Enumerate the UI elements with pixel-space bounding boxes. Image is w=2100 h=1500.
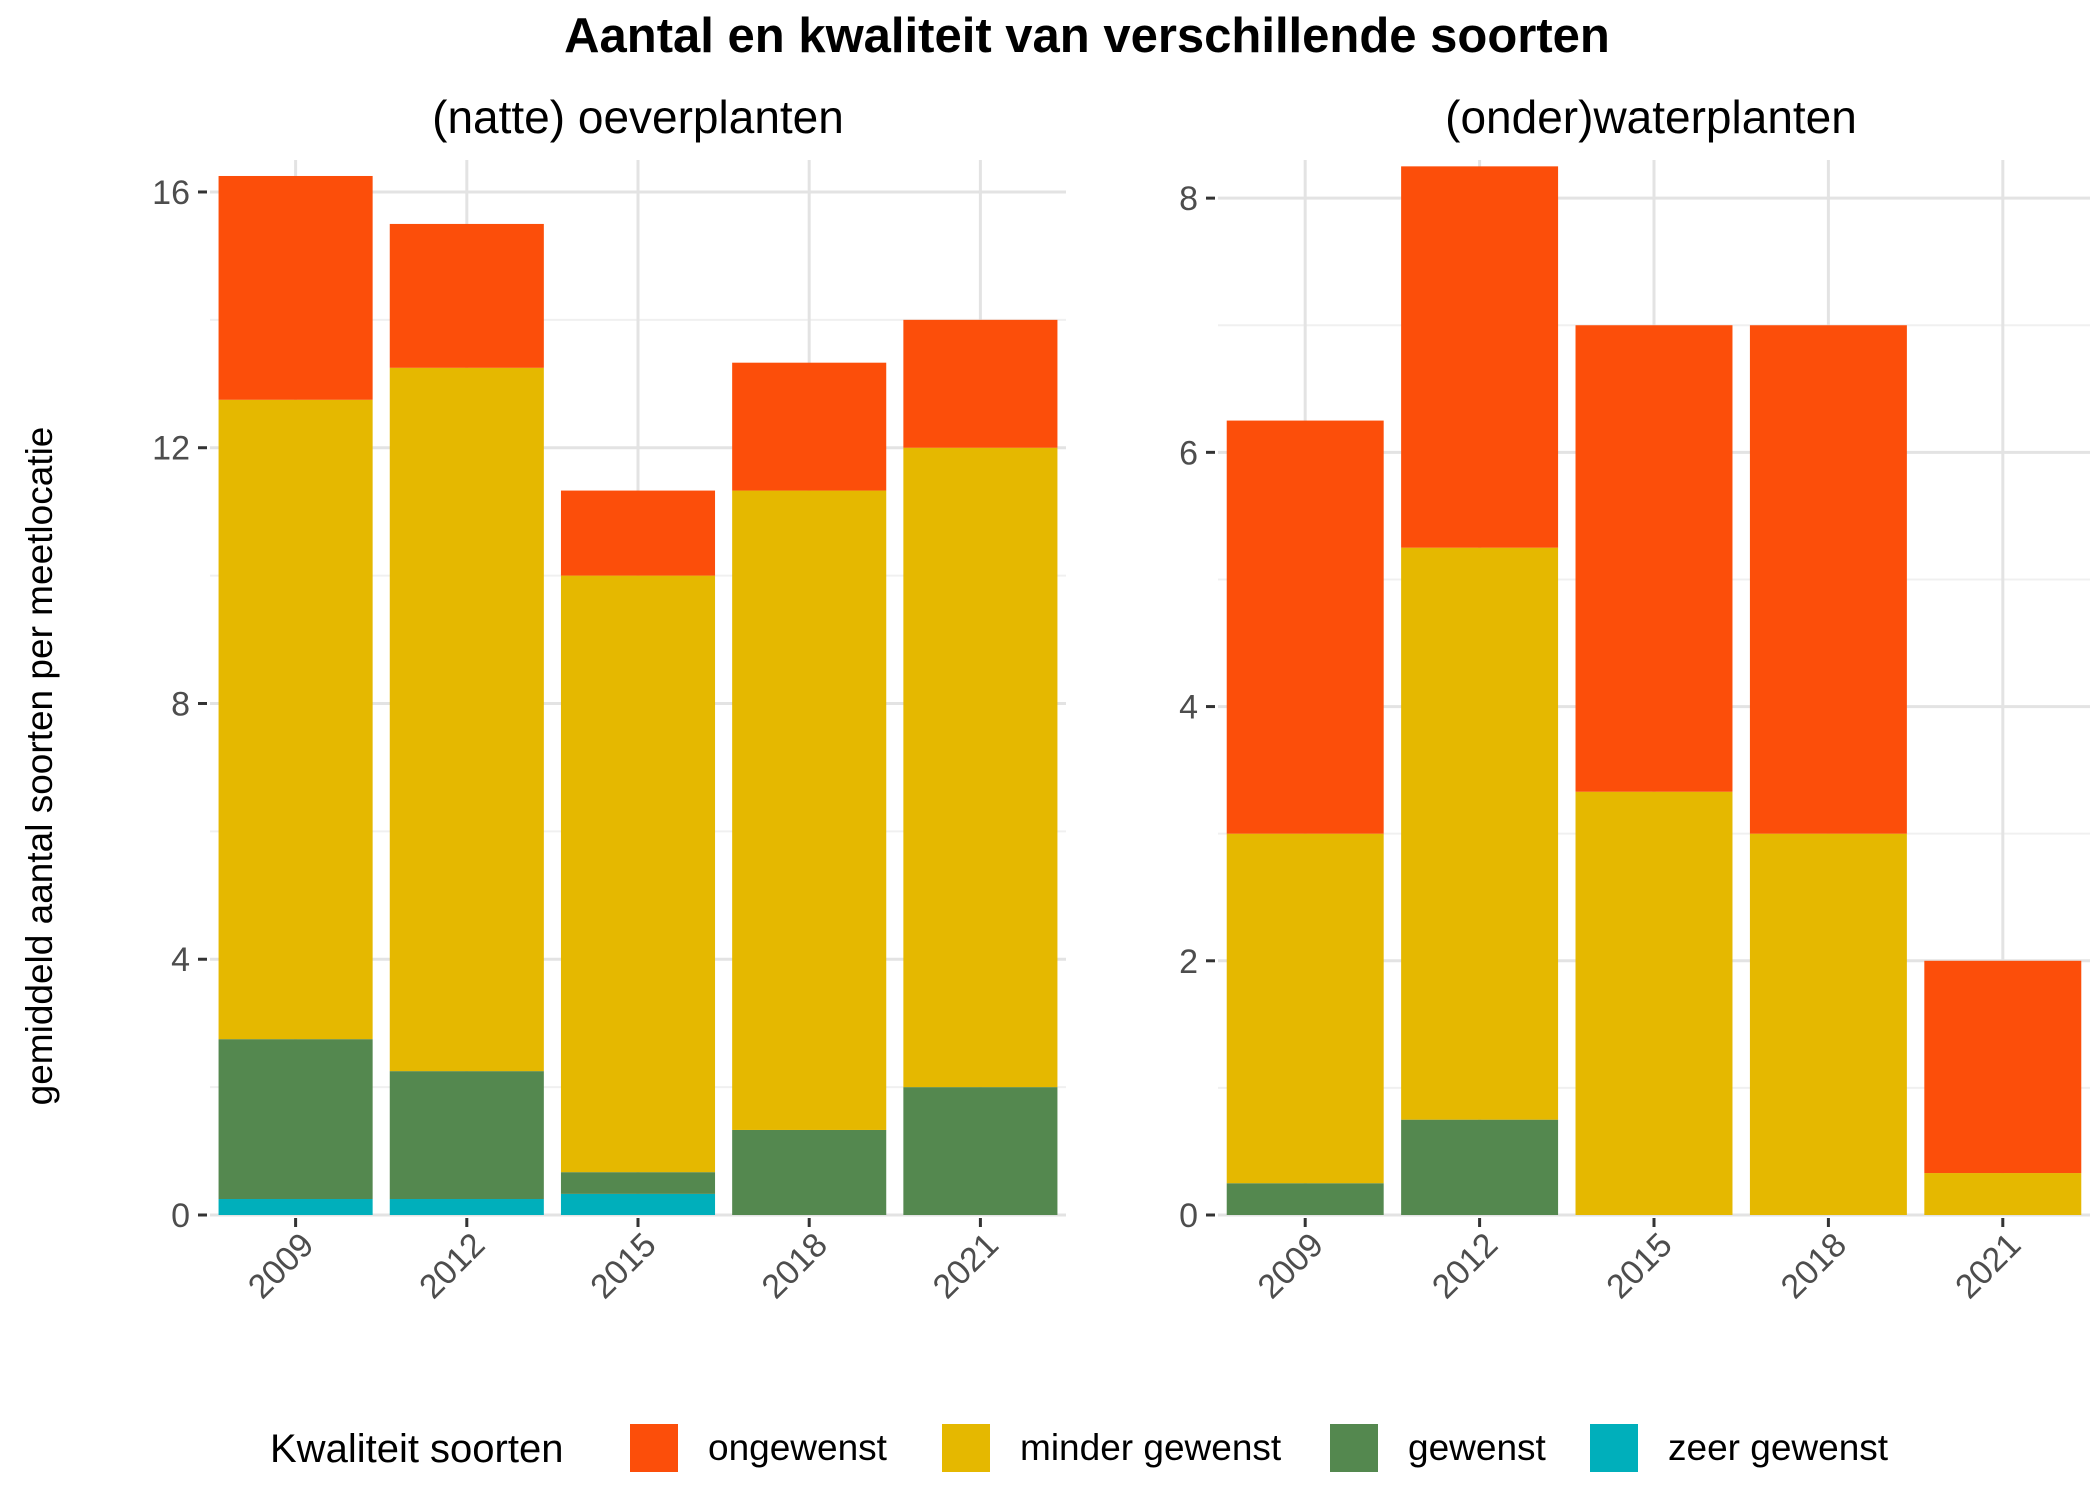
legend-swatch xyxy=(942,1424,990,1472)
bar-segment-gewenst-2012 xyxy=(389,1071,544,1200)
x-tick-label: 2015 xyxy=(1599,1226,1679,1306)
y-tick-label: 12 xyxy=(152,430,190,468)
chart-title: Aantal en kwaliteit van verschillende so… xyxy=(564,9,1610,63)
legend-label: ongewenst xyxy=(708,1427,888,1468)
x-tick-label: 2012 xyxy=(1425,1226,1505,1306)
panel-2: (onder)waterplanten 0 2 4 6 8 2009 2012 2015 2018… xyxy=(1179,91,2090,1306)
legend-item-zeer-gewenst: zeer gewenst xyxy=(1590,1424,1889,1472)
y-tick-label: 4 xyxy=(1179,689,1198,727)
y-axis-label: gemiddeld aantal soorten per meetlocatie xyxy=(19,427,60,1106)
bar-segment-zeer-gewenst-2012 xyxy=(389,1199,544,1215)
bar-segment-minder-gewenst-2018 xyxy=(732,490,887,1130)
bar-segment-zeer-gewenst-2015 xyxy=(560,1193,716,1215)
bar-segment-gewenst-2018 xyxy=(732,1129,887,1215)
legend-swatch xyxy=(630,1424,678,1472)
bar-segment-ongewenst-2018 xyxy=(732,362,887,491)
y-tick-label: 6 xyxy=(1179,434,1198,472)
bar-segment-zeer-gewenst-2009 xyxy=(218,1199,373,1215)
bar-segment-minder-gewenst-2015 xyxy=(1575,791,1733,1215)
bar-segment-minder-gewenst-2012 xyxy=(1401,547,1559,1120)
bar-segment-ongewenst-2018 xyxy=(1749,325,1907,834)
bar-segment-minder-gewenst-2021 xyxy=(1924,1173,2082,1215)
y-tick-label: 2 xyxy=(1179,943,1198,981)
x-tick-label: 2015 xyxy=(583,1226,663,1306)
legend-swatch xyxy=(1330,1424,1378,1472)
legend-item-ongewenst: ongewenst xyxy=(630,1424,888,1472)
legend-item-gewenst: gewenst xyxy=(1330,1424,1547,1472)
y-tick-label: 16 xyxy=(152,174,190,212)
bar-segment-ongewenst-2021 xyxy=(903,319,1058,448)
y-tick-label: 0 xyxy=(171,1197,190,1235)
bar-segment-gewenst-2021 xyxy=(903,1087,1058,1215)
panel-1: (natte) oeverplanten 0 4 8 12 16 2009 2012 2015 2… xyxy=(152,91,1066,1306)
bar-segment-ongewenst-2009 xyxy=(1226,420,1384,834)
y-tick-label: 8 xyxy=(1179,180,1198,218)
x-tick-label: 2018 xyxy=(755,1226,835,1306)
panels: (natte) oeverplanten 0 4 8 12 16 2009 2012 2015 2… xyxy=(152,91,2090,1306)
y-tick-label: 8 xyxy=(171,685,190,723)
bar-segment-minder-gewenst-2015 xyxy=(560,575,716,1173)
x-tick-label: 2009 xyxy=(1251,1226,1331,1306)
y-tick-label: 4 xyxy=(171,941,190,979)
x-tick-label: 2021 xyxy=(926,1226,1006,1306)
legend-title: Kwaliteit soorten xyxy=(270,1427,563,1471)
bar-segment-gewenst-2009 xyxy=(218,1039,373,1200)
legend-swatch xyxy=(1590,1424,1638,1472)
bar-segment-gewenst-2009 xyxy=(1226,1183,1384,1215)
x-tick-label: 2009 xyxy=(241,1226,321,1306)
legend-item-minder-gewenst: minder gewenst xyxy=(942,1424,1282,1472)
legend-label: gewenst xyxy=(1408,1427,1547,1468)
bar-segment-ongewenst-2009 xyxy=(218,175,373,400)
panel-title: (natte) oeverplanten xyxy=(432,91,844,143)
bar-segment-gewenst-2012 xyxy=(1401,1119,1559,1215)
x-tick-label: 2012 xyxy=(412,1226,492,1306)
legend: Kwaliteit soorten ongewenst minder gewenst… xyxy=(270,1424,1889,1472)
bar-segment-ongewenst-2012 xyxy=(389,223,544,368)
bar-segment-gewenst-2015 xyxy=(560,1172,716,1194)
bar-segment-minder-gewenst-2012 xyxy=(389,367,544,1072)
x-tick-label: 2021 xyxy=(1948,1226,2028,1306)
legend-label: zeer gewenst xyxy=(1668,1427,1889,1468)
bar-segment-ongewenst-2015 xyxy=(560,490,716,576)
bar-segment-minder-gewenst-2009 xyxy=(1226,833,1384,1184)
bar-segment-minder-gewenst-2018 xyxy=(1749,833,1907,1215)
y-tick-label: 0 xyxy=(1179,1197,1198,1235)
bar-segment-ongewenst-2012 xyxy=(1401,166,1559,548)
x-tick-label: 2018 xyxy=(1774,1226,1854,1306)
bar-segment-ongewenst-2021 xyxy=(1924,960,2082,1174)
bar-segment-ongewenst-2015 xyxy=(1575,325,1733,792)
bar-segment-minder-gewenst-2009 xyxy=(218,399,373,1040)
panel-title: (onder)waterplanten xyxy=(1445,91,1857,143)
bar-segment-minder-gewenst-2021 xyxy=(903,447,1058,1088)
legend-label: minder gewenst xyxy=(1020,1427,1282,1468)
